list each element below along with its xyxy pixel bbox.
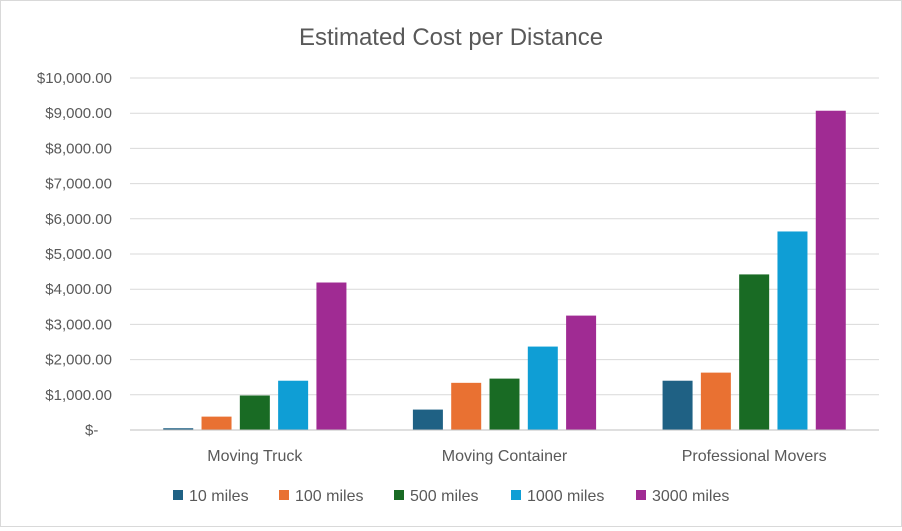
bar <box>451 382 482 430</box>
bar <box>412 409 443 430</box>
x-category-label: Moving Truck <box>207 448 303 465</box>
y-tick-label: $7,000.00 <box>45 176 112 193</box>
y-tick-label: $6,000.00 <box>45 211 112 228</box>
bar <box>700 372 731 430</box>
legend-swatch <box>511 490 521 500</box>
bar <box>566 315 597 430</box>
legend: 10 miles 100 miles 500 miles 1000 miles 3000… <box>173 488 729 505</box>
y-tick-label: $10,000.00 <box>37 70 112 87</box>
y-tick-label: $3,000.00 <box>45 316 112 333</box>
y-tick-label: $2,000.00 <box>45 352 112 369</box>
y-tick-label: $- <box>85 422 98 439</box>
y-axis-tick-labels: $- $1,000.00 $2,000.00 $3,000.00 $4,000.00 $5… <box>37 70 112 439</box>
y-tick-label: $1,000.00 <box>45 387 112 404</box>
legend-label: 100 miles <box>295 488 363 505</box>
bar <box>163 428 194 430</box>
bars <box>163 110 846 431</box>
x-category-label: Professional Movers <box>682 448 827 465</box>
legend-label: 3000 miles <box>652 488 729 505</box>
legend-swatch <box>279 490 289 500</box>
bar <box>489 378 520 430</box>
legend-label: 500 miles <box>410 488 478 505</box>
legend-label: 1000 miles <box>527 488 604 505</box>
bar <box>739 274 770 430</box>
bar <box>777 231 808 430</box>
y-tick-label: $9,000.00 <box>45 105 112 122</box>
legend-swatch <box>636 490 646 500</box>
legend-swatch <box>173 490 183 500</box>
chart-title: Estimated Cost per Distance <box>299 24 603 51</box>
x-category-label: Moving Container <box>442 448 568 465</box>
gridlines <box>130 77 879 396</box>
y-tick-label: $8,000.00 <box>45 140 112 157</box>
bar <box>662 380 693 430</box>
legend-swatch <box>394 490 404 500</box>
bar <box>239 395 270 430</box>
y-tick-label: $4,000.00 <box>45 281 112 298</box>
x-axis: Moving Truck Moving Container Professional… <box>130 429 879 465</box>
bar <box>527 346 558 430</box>
y-tick-label: $5,000.00 <box>45 246 112 263</box>
bar <box>201 416 232 430</box>
bar <box>815 110 846 431</box>
legend-label: 10 miles <box>189 488 249 505</box>
bar <box>278 380 309 430</box>
bar <box>316 282 347 430</box>
